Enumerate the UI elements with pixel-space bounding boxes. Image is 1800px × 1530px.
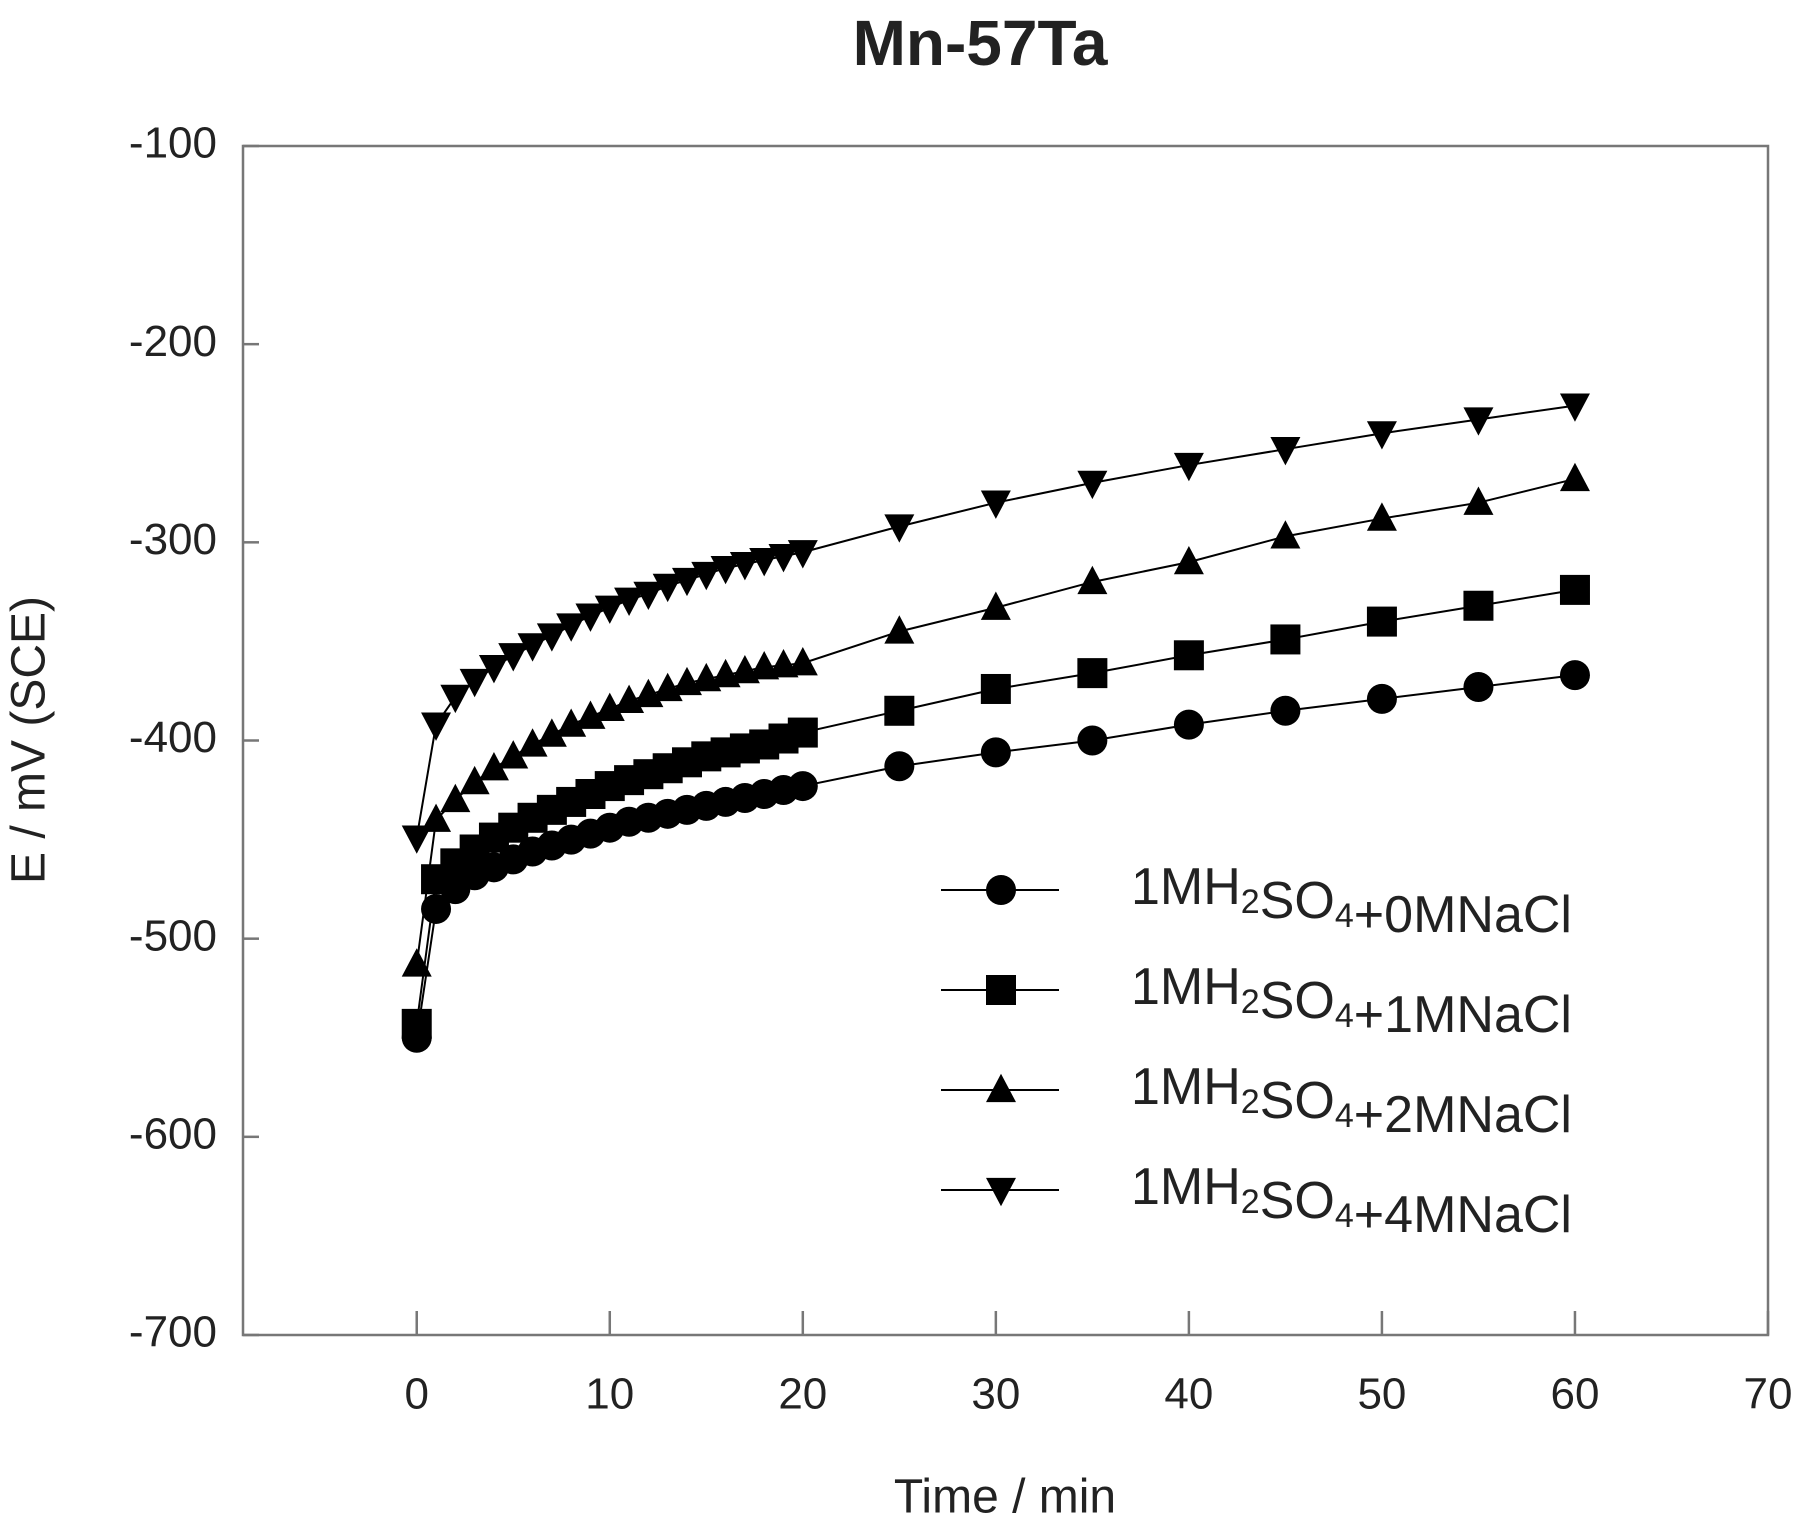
marker	[1173, 709, 1204, 740]
x-axis-title: Time / min	[894, 1471, 1116, 1524]
marker	[1270, 437, 1301, 466]
marker	[1077, 658, 1108, 689]
marker	[1366, 502, 1397, 531]
y-tick-label: -300	[129, 515, 217, 564]
marker	[787, 647, 818, 676]
y-tick-label: -500	[129, 911, 217, 960]
y-tick-label: -600	[129, 1109, 217, 1158]
x-tick-label: 0	[404, 1370, 428, 1419]
marker	[729, 551, 760, 581]
marker	[614, 587, 645, 617]
marker	[884, 514, 915, 543]
marker	[1077, 565, 1108, 595]
marker	[884, 615, 915, 644]
marker	[440, 783, 471, 813]
x-tick-label: 50	[1357, 1370, 1406, 1419]
marker	[1366, 421, 1397, 450]
marker	[1173, 452, 1204, 482]
y-tick-label: -200	[129, 317, 217, 366]
marker	[459, 765, 490, 795]
marker	[1077, 725, 1108, 756]
marker	[1463, 486, 1494, 515]
marker	[1559, 574, 1590, 605]
y-tick-label: -400	[129, 713, 217, 762]
marker	[421, 803, 452, 832]
marker	[980, 737, 1011, 768]
marker	[421, 893, 452, 924]
y-axis-title: E / mV (SCE)	[3, 596, 56, 884]
marker	[401, 948, 432, 977]
marker	[1366, 683, 1397, 714]
x-tick-label: 70	[1744, 1370, 1793, 1419]
marker	[768, 544, 799, 573]
marker	[986, 1177, 1016, 1207]
marker	[884, 695, 915, 726]
legend-label: 1MH2SO4+0MNaCl	[1131, 858, 1572, 944]
marker	[980, 591, 1011, 620]
marker	[710, 555, 741, 585]
marker	[884, 751, 915, 782]
x-tick-label: 10	[585, 1370, 634, 1419]
marker	[691, 561, 722, 591]
marker	[749, 548, 780, 577]
marker	[556, 613, 587, 642]
y-tick-label: -100	[129, 119, 217, 168]
marker	[1270, 520, 1301, 549]
marker	[1463, 590, 1494, 621]
marker	[478, 655, 509, 684]
marker	[498, 643, 529, 672]
x-tick-label: 30	[971, 1370, 1020, 1419]
marker	[536, 718, 567, 747]
marker	[401, 825, 432, 854]
marker	[536, 623, 567, 652]
x-tick-label: 40	[1164, 1370, 1213, 1419]
marker	[1559, 393, 1590, 422]
marker	[517, 633, 548, 662]
marker	[421, 712, 452, 741]
marker	[787, 540, 818, 569]
marker	[652, 573, 683, 603]
marker	[1366, 606, 1397, 637]
chart-title: Mn-57Ta	[853, 7, 1108, 79]
marker	[980, 490, 1011, 519]
marker	[1270, 624, 1301, 655]
marker	[1559, 462, 1590, 492]
marker	[498, 740, 529, 769]
marker	[1270, 695, 1301, 726]
marker	[787, 717, 818, 748]
marker	[459, 668, 490, 698]
marker	[1463, 671, 1494, 702]
marker	[1559, 660, 1590, 691]
marker	[575, 603, 606, 632]
y-tick-label: -700	[129, 1308, 217, 1357]
marker	[787, 771, 818, 802]
marker	[478, 752, 509, 781]
x-tick-label: 60	[1550, 1370, 1599, 1419]
marker	[556, 708, 587, 737]
legend-label: 1MH2SO4+4MNaCl	[1131, 1158, 1572, 1244]
legend-label: 1MH2SO4+2MNaCl	[1131, 1058, 1572, 1144]
marker	[594, 692, 625, 721]
marker	[980, 673, 1011, 704]
marker	[594, 595, 625, 624]
marker	[1173, 545, 1204, 575]
marker	[1077, 470, 1108, 500]
legend-label: 1MH2SO4+1MNaCl	[1131, 958, 1572, 1044]
marker	[986, 875, 1016, 905]
marker	[986, 975, 1016, 1005]
marker	[401, 1008, 432, 1039]
marker	[575, 700, 606, 729]
marker	[517, 728, 548, 757]
marker	[440, 684, 471, 714]
marker	[1173, 640, 1204, 671]
marker	[671, 567, 702, 597]
marker	[1463, 407, 1494, 436]
marker	[633, 581, 664, 611]
x-tick-label: 20	[778, 1370, 827, 1419]
marker	[986, 1073, 1016, 1103]
